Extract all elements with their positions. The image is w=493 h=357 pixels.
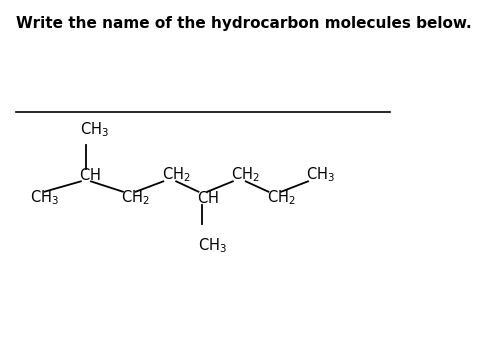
Text: $\mathregular{CH_3}$: $\mathregular{CH_3}$ <box>30 189 59 207</box>
Text: $\mathregular{CH_3}$: $\mathregular{CH_3}$ <box>198 236 227 255</box>
Text: $\mathregular{CH_2}$: $\mathregular{CH_2}$ <box>231 166 260 184</box>
Text: $\mathregular{CH_3}$: $\mathregular{CH_3}$ <box>80 120 108 139</box>
Text: $\mathregular{CH}$: $\mathregular{CH}$ <box>79 167 101 183</box>
Text: Write the name of the hydrocarbon molecules below.: Write the name of the hydrocarbon molecu… <box>16 16 472 31</box>
Text: $\mathregular{CH}$: $\mathregular{CH}$ <box>197 190 218 206</box>
Text: $\mathregular{CH_2}$: $\mathregular{CH_2}$ <box>162 166 190 184</box>
Text: $\mathregular{CH_3}$: $\mathregular{CH_3}$ <box>306 166 335 184</box>
Text: $\mathregular{CH_2}$: $\mathregular{CH_2}$ <box>267 189 295 207</box>
Text: $\mathregular{CH_2}$: $\mathregular{CH_2}$ <box>121 189 150 207</box>
